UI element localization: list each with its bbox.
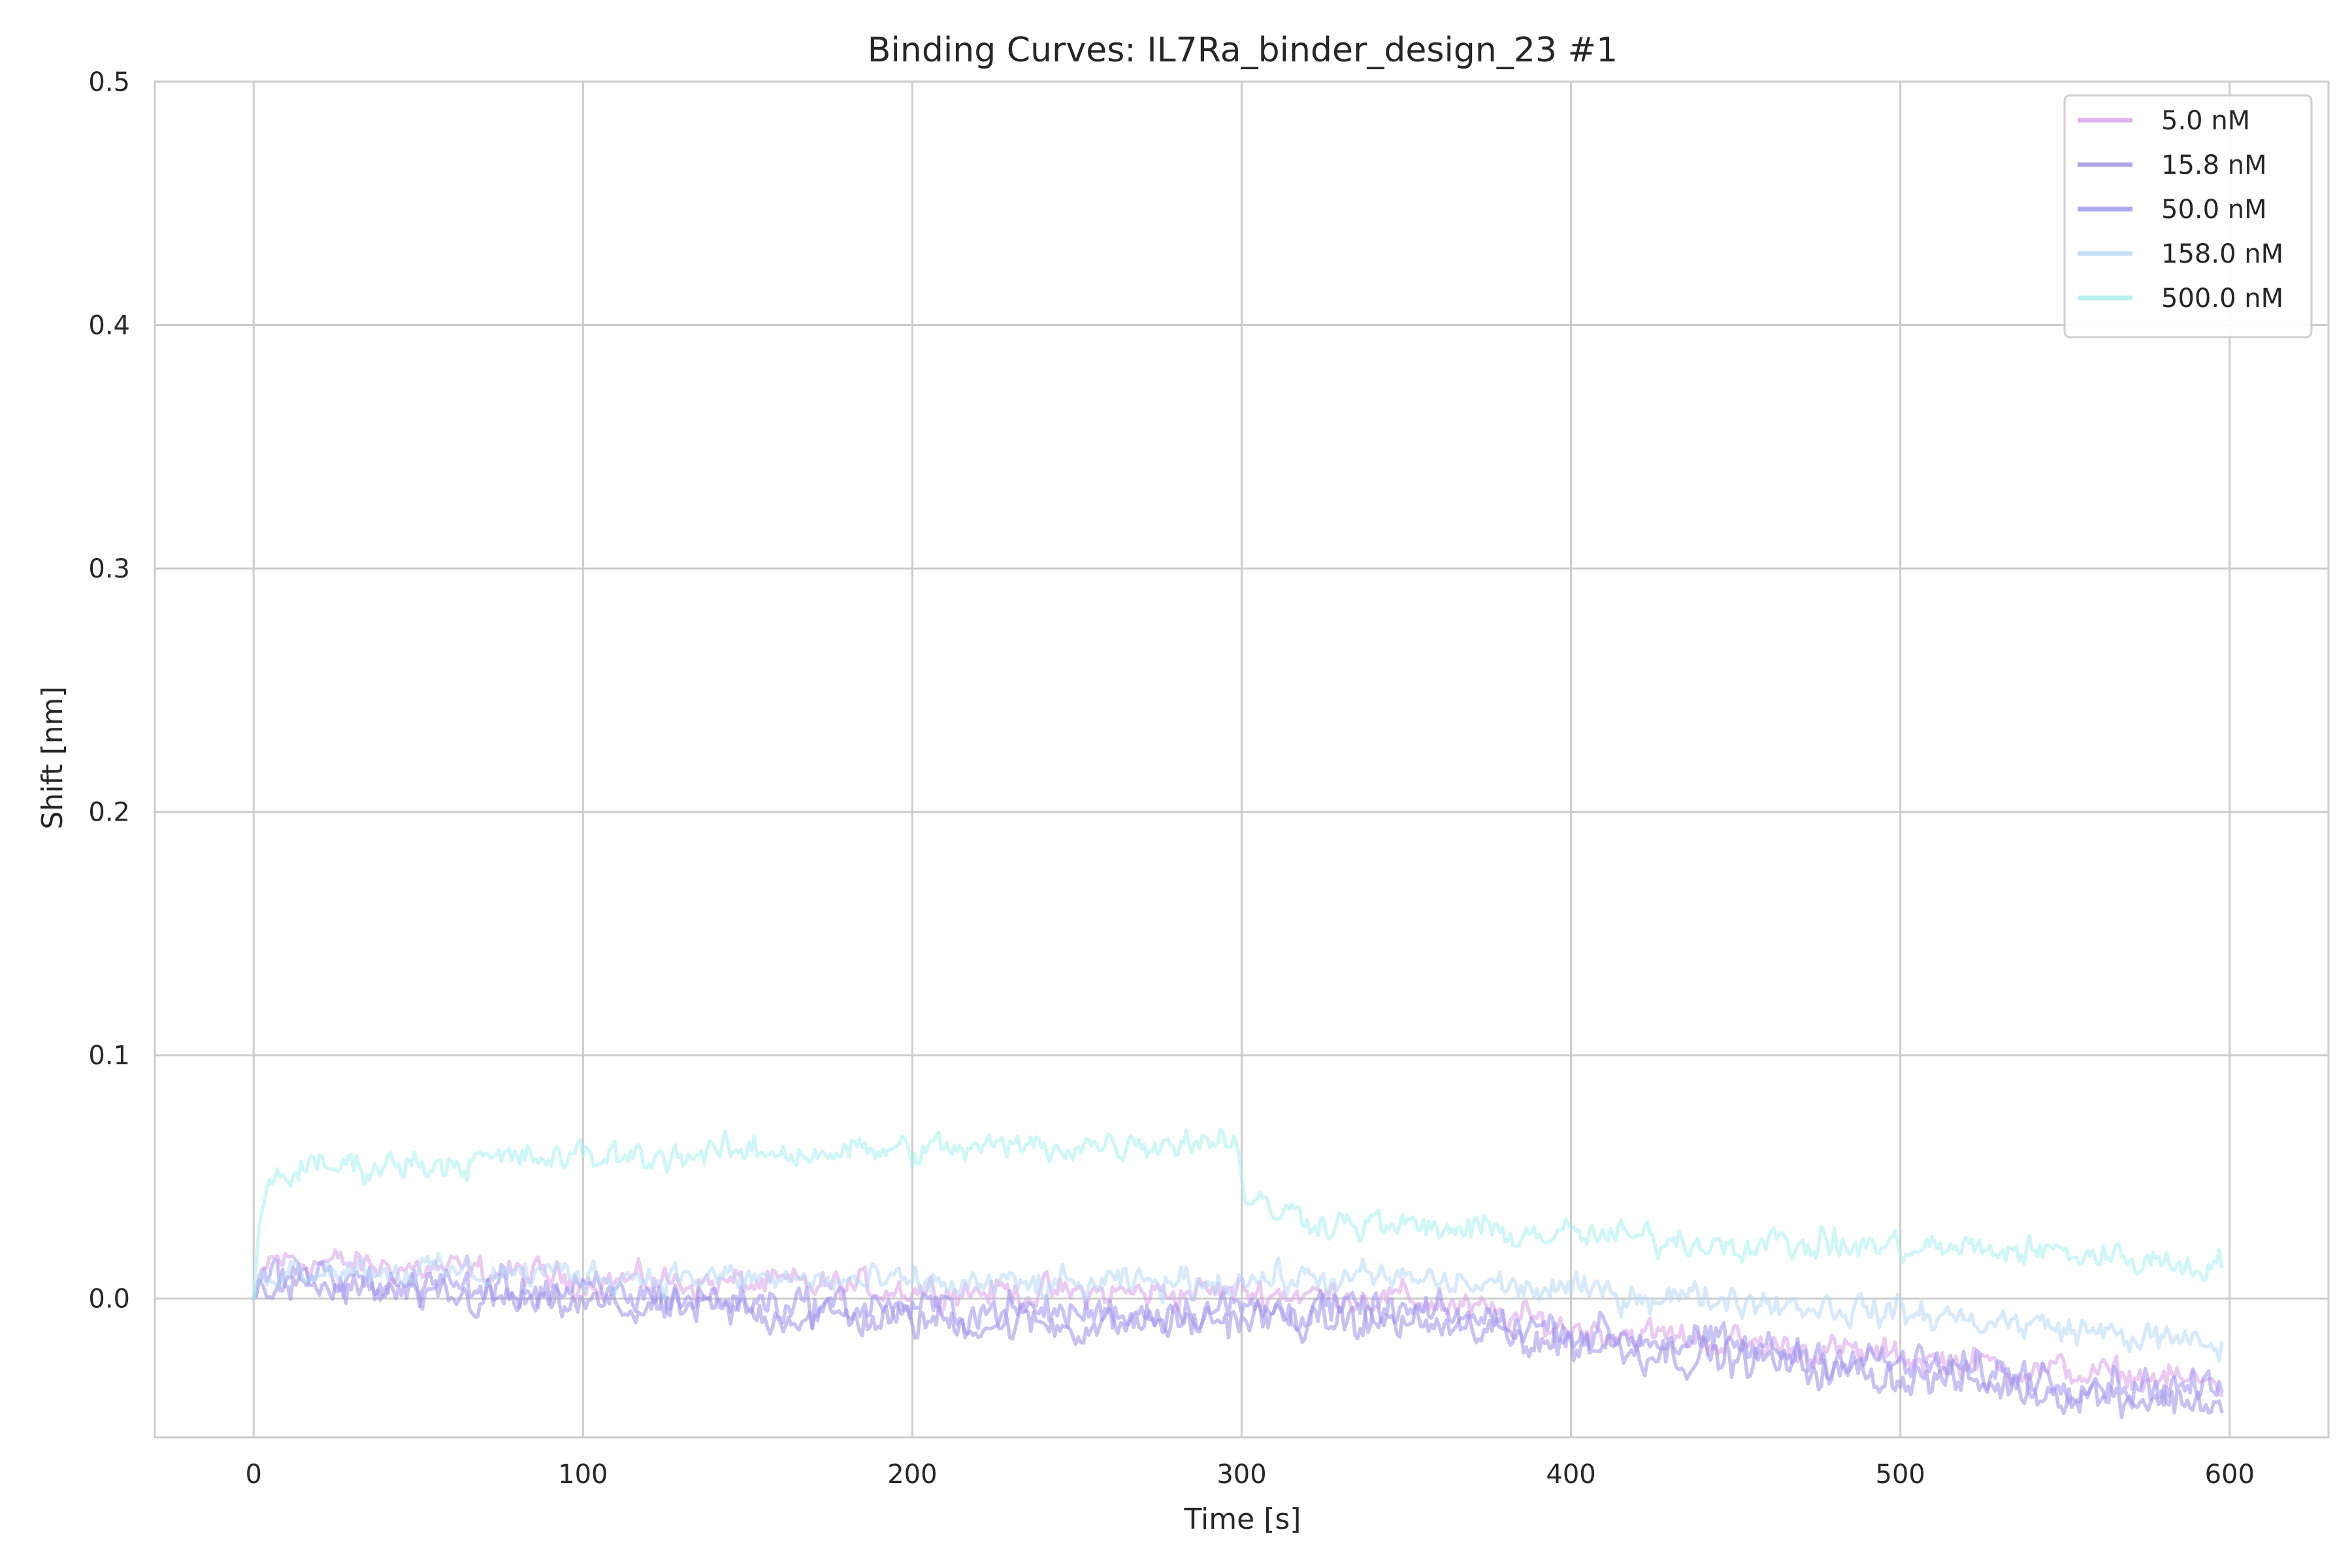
x-tick-label: 100	[558, 1460, 608, 1490]
y-tick-label: 0.3	[88, 554, 130, 584]
series-line-1	[252, 1266, 2224, 1420]
x-axis-label: Time [s]	[1184, 1503, 1301, 1536]
y-tick-labels: 0.0 0.1 0.2 0.3 0.4 0.5	[88, 67, 130, 1315]
x-tick-labels: 0 100 200 300 400 500 600	[246, 1460, 2255, 1490]
x-tick-label: 600	[2205, 1460, 2255, 1490]
plot-frame	[154, 80, 2330, 1439]
x-tick-label: 300	[1217, 1460, 1266, 1490]
y-tick-label: 0.2	[88, 798, 130, 828]
series-line-4	[252, 1127, 2224, 1301]
legend-entry-label: 15.8 nM	[2161, 150, 2267, 180]
y-tick-label: 0.1	[88, 1041, 130, 1071]
legend-entry-label: 50.0 nM	[2161, 195, 2267, 225]
series-lines	[252, 1127, 2224, 1420]
chart-title: Binding Curves: IL7Ra_binder_design_23 #…	[868, 31, 1618, 70]
x-tick-label: 400	[1546, 1460, 1595, 1490]
y-axis-label: Shift [nm]	[36, 686, 69, 829]
x-tick-label: 500	[1876, 1460, 1925, 1490]
legend-entry-label: 158.0 nM	[2161, 239, 2283, 269]
y-tick-label: 0.4	[88, 311, 130, 341]
legend-entry-label: 500.0 nM	[2161, 284, 2283, 314]
x-tick-label: 200	[887, 1460, 937, 1490]
legend-box	[2063, 94, 2313, 338]
legend: 5.0 nM 15.8 nM 50.0 nM 158.0 nM 500.0 nM	[2063, 94, 2313, 338]
y-tick-label: 0.0	[88, 1284, 130, 1315]
y-tick-label: 0.5	[88, 67, 130, 97]
legend-entry-label: 5.0 nM	[2161, 106, 2250, 136]
x-tick-label: 0	[246, 1460, 262, 1490]
series-line-3	[252, 1251, 2224, 1363]
grid	[155, 80, 2328, 1437]
